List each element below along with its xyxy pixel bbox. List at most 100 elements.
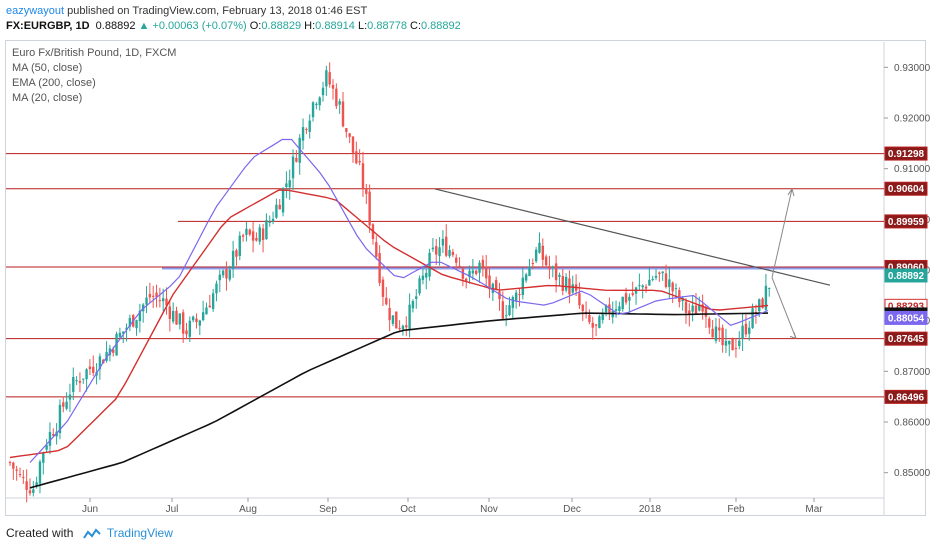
up-arrow-icon: ▲ <box>138 20 150 32</box>
candle-body <box>405 325 408 328</box>
candle-body <box>598 316 601 329</box>
candle-body <box>758 299 761 312</box>
candle-body <box>651 278 654 280</box>
candle-body <box>504 315 508 317</box>
candle-body <box>475 270 478 275</box>
candle-body <box>128 318 132 327</box>
y-tick-label: 0.85000 <box>894 468 931 479</box>
candle-body <box>398 327 401 330</box>
legend-ema200[interactable]: EMA (200, close) <box>12 77 96 89</box>
candle-body <box>455 257 458 263</box>
legend-ma50[interactable]: MA (50, close) <box>12 62 83 74</box>
candle-body <box>698 304 701 311</box>
price-tag <box>884 146 928 161</box>
candle-body <box>271 218 275 222</box>
candle-body <box>441 238 445 246</box>
candle-body <box>418 278 421 294</box>
candle-body <box>411 300 415 309</box>
candle-body <box>425 272 428 278</box>
candle-body <box>125 327 128 330</box>
candle-body <box>195 318 198 323</box>
candle-body <box>82 378 85 380</box>
created-with-text: Created with <box>6 526 74 540</box>
candle-body <box>594 324 598 326</box>
candle-body <box>135 320 138 329</box>
candle-body <box>358 160 361 163</box>
candle-body <box>315 103 318 106</box>
candle-body <box>268 221 271 223</box>
candle-body <box>465 278 468 281</box>
tradingview-brand[interactable]: TradingView <box>106 526 173 540</box>
candle-body <box>211 293 215 310</box>
candle-body <box>448 250 451 257</box>
candle-body <box>731 338 734 351</box>
candle-body <box>191 316 195 321</box>
candle-body <box>381 279 385 297</box>
candle-body <box>85 369 88 380</box>
candle-body <box>98 356 102 370</box>
candle-body <box>678 290 681 303</box>
candle-body <box>175 310 178 325</box>
candle-body <box>395 311 398 329</box>
candle-body <box>601 314 604 320</box>
candle-body <box>205 307 208 315</box>
candle-body <box>378 253 381 284</box>
y-tick-label: 0.91000 <box>894 164 931 175</box>
candle-body <box>361 163 365 189</box>
candle-body <box>48 431 52 446</box>
x-tick-label: Aug <box>239 504 257 515</box>
y-tick-label: 0.92000 <box>894 114 931 125</box>
candle-body <box>511 297 515 308</box>
candle-body <box>355 151 358 164</box>
candle-body <box>241 235 245 237</box>
candle-body <box>375 242 378 257</box>
candle-body <box>481 259 485 269</box>
candle-body <box>618 306 621 312</box>
candle-body <box>52 434 55 436</box>
candle-body <box>538 242 541 253</box>
candle-body <box>65 401 68 409</box>
candle-body <box>68 394 72 400</box>
candle-body <box>661 271 664 274</box>
candle-body <box>561 276 564 291</box>
price-tag <box>884 181 928 196</box>
candle-body <box>25 481 28 491</box>
candle-body <box>708 318 711 328</box>
candle-body <box>278 204 281 210</box>
candle-body <box>714 326 718 341</box>
candle-body <box>488 275 491 290</box>
candle-body <box>8 462 12 464</box>
candle-body <box>265 220 268 240</box>
candle-body <box>588 314 591 323</box>
price-tag <box>884 214 928 229</box>
price-tag <box>884 389 928 404</box>
candle-body <box>258 227 261 242</box>
candle-body <box>524 274 528 281</box>
candle-body <box>718 327 721 331</box>
candle-body <box>171 310 175 322</box>
price-tag-label: 0.87645 <box>888 334 925 345</box>
candle-body <box>628 296 631 301</box>
candle-body <box>58 404 62 434</box>
candle-body <box>248 229 251 235</box>
candle-body <box>591 322 594 328</box>
candle-body <box>365 188 368 194</box>
author-link[interactable]: eazywayout <box>6 5 65 17</box>
candle-body <box>421 275 425 280</box>
legend-ma20[interactable]: MA (20, close) <box>12 92 83 104</box>
candle-body <box>291 156 295 179</box>
candle-body <box>345 128 348 132</box>
candle-body <box>301 127 305 141</box>
candle-body <box>521 277 525 295</box>
candle-body <box>761 298 764 308</box>
x-tick-label: Mar <box>805 504 823 515</box>
candle-body <box>604 305 608 313</box>
candle-body <box>112 349 115 353</box>
candle-body <box>88 366 92 370</box>
candle-body <box>531 263 535 265</box>
candle-body <box>331 85 335 89</box>
candle-body <box>28 490 32 494</box>
candle-body <box>251 231 255 241</box>
candle-body <box>468 270 471 278</box>
